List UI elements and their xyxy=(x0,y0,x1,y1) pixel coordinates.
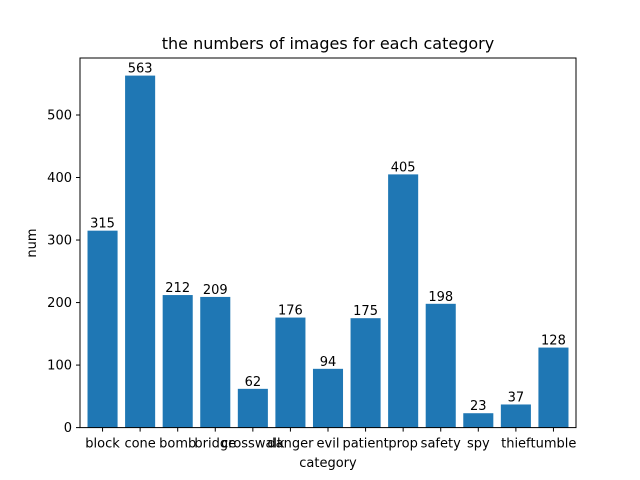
x-tick-label: bridge xyxy=(194,437,236,452)
x-tick-label: danger xyxy=(267,437,314,452)
bar-tumble xyxy=(538,347,569,428)
bar-patient xyxy=(350,318,381,428)
x-tick-label: thief xyxy=(501,437,531,452)
y-axis-label: num xyxy=(25,228,40,257)
x-tick-label: spy xyxy=(467,437,490,452)
y-tick-label: 400 xyxy=(47,171,72,186)
y-tick-label: 500 xyxy=(47,108,72,123)
bar-value-label: 62 xyxy=(245,375,262,390)
x-tick-label: patient xyxy=(342,437,388,452)
bar-value-label: 405 xyxy=(391,160,416,175)
x-tick-label: block xyxy=(85,437,120,452)
y-axis-ticks: 0 100 200 300 400 500 xyxy=(47,108,80,436)
bar-value-label: 198 xyxy=(428,290,453,305)
bar-value-label: 23 xyxy=(470,399,487,414)
x-tick-label: tumble xyxy=(531,437,577,452)
bar-value-label: 37 xyxy=(508,390,525,405)
y-tick-label: 300 xyxy=(47,234,72,249)
x-tick-label: prop xyxy=(388,437,418,452)
bar-value-label: 176 xyxy=(278,304,303,319)
bar-value-label: 315 xyxy=(90,217,115,232)
bar-data-labels: 315 563 212 209 62 176 94 175 405 198 23 37 128 xyxy=(90,62,566,415)
bar-spy xyxy=(463,413,494,428)
y-tick-label: 200 xyxy=(47,296,72,311)
bar-bridge xyxy=(200,296,231,428)
bar-block xyxy=(87,230,118,428)
bar-value-label: 563 xyxy=(128,62,153,77)
bar-thief xyxy=(500,404,531,428)
bar-evil xyxy=(312,368,344,428)
bar-value-label: 94 xyxy=(320,355,337,370)
bar-cone xyxy=(125,75,156,428)
bar-bomb xyxy=(162,295,193,428)
chart-title: the numbers of images for each category xyxy=(162,34,494,53)
x-tick-label: evil xyxy=(317,437,340,452)
y-tick-label: 0 xyxy=(64,421,72,436)
bar-value-label: 212 xyxy=(165,281,190,296)
x-axis-label: category xyxy=(299,456,357,471)
bar-crosswalk xyxy=(237,388,268,428)
bar-prop xyxy=(388,174,419,428)
bar-value-label: 128 xyxy=(541,334,566,349)
bar-value-label: 175 xyxy=(353,304,378,319)
x-tick-label: cone xyxy=(124,437,155,452)
bar-value-label: 209 xyxy=(203,283,228,298)
x-tick-label: safety xyxy=(421,437,461,452)
bar-danger xyxy=(275,317,306,428)
bar-safety xyxy=(425,303,456,428)
x-tick-label: bomb xyxy=(159,437,196,452)
bars-group xyxy=(87,75,569,428)
y-tick-label: 100 xyxy=(47,359,72,374)
x-tick-label: crosswalk xyxy=(221,437,285,452)
